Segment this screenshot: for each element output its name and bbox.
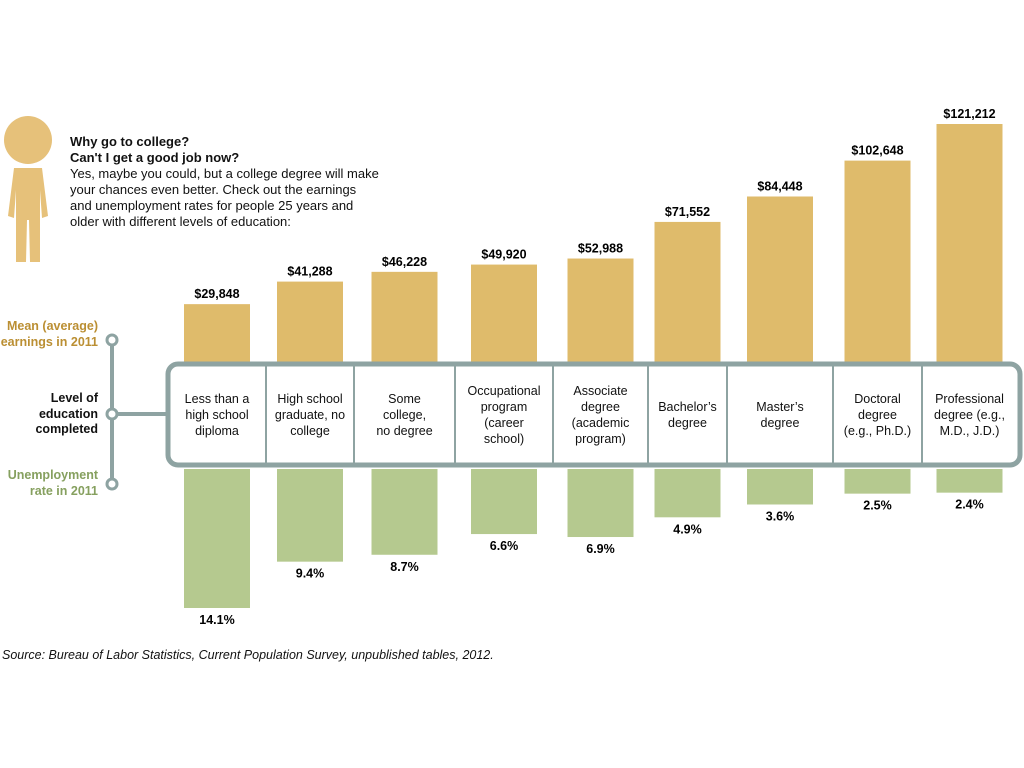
unemployment-bar [371,469,438,555]
unemployment-bar [936,469,1003,493]
earnings-bar [936,124,1003,363]
unemployment-bars [184,469,1003,608]
unemployment-value-label: 6.6% [490,539,519,553]
unemployment-value-label: 14.1% [199,613,234,627]
unemployment-bar [654,469,721,518]
category-label: Bachelor’s degree [658,400,717,430]
earnings-bar [371,271,438,363]
category-label: Master’s degree [756,400,803,430]
unemployment-value-label: 4.9% [673,522,702,536]
unemployment-row-label: Unemployment rate in 2011 [7,468,98,498]
category-label: Some college, no degree [376,392,432,438]
earnings-value-label: $121,212 [943,107,995,121]
unemployment-bar [844,469,911,494]
earnings-value-label: $41,288 [287,265,332,279]
intro-text: Why go to college? Can't I get a good jo… [70,134,380,230]
connector-dot [105,407,119,421]
intro-body: Yes, maybe you could, but a college degr… [70,166,379,229]
intro-question-1: Why go to college? [70,134,190,149]
unemployment-bar [471,469,537,535]
unemployment-value-label: 9.4% [296,567,325,581]
intro-question-2: Can't I get a good job now? [70,150,240,165]
earnings-bar [471,264,537,363]
education-level-row-label: Level of education completed [35,391,98,436]
earnings-value-label: $84,448 [757,179,802,193]
earnings-bar [277,281,343,363]
earnings-row-label: Mean (average) earnings in 2011 [0,319,98,349]
person-icon [4,116,52,262]
category-label: Less than a high school diploma [185,392,250,438]
unemployment-value-label: 8.7% [390,560,419,574]
earnings-bar [844,160,911,363]
earnings-value-label: $52,988 [578,242,623,256]
category-label: Professional degree (e.g., M.D., J.D.) [934,392,1005,438]
label-connector [105,333,168,491]
earnings-value-label: $102,648 [851,144,903,158]
unemployment-bar [184,469,250,608]
unemployment-value-label: 3.6% [766,509,795,523]
connector-dot [105,477,119,491]
category-label: Doctoral degree (e.g., Ph.D.) [844,392,911,438]
category-label: Occupational program (career school) [468,384,541,446]
earnings-bar [654,221,721,363]
unemployment-value-label: 6.9% [586,542,615,556]
earnings-value-label: $71,552 [665,205,710,219]
earnings-bars [184,124,1003,363]
category-labels: Less than a high school diploma High school… [185,384,1005,446]
unemployment-bar [277,469,343,562]
unemployment-bar [567,469,634,538]
earnings-value-label: $29,848 [194,287,239,301]
category-label: Associate degree (academic program) [572,384,630,446]
unemployment-value-label: 2.4% [955,498,984,512]
source-note: Source: Bureau of Labor Statistics, Curr… [2,648,494,662]
earnings-value-label: $46,228 [382,255,427,269]
earnings-bar [567,258,634,363]
unemployment-value-label: 2.5% [863,499,892,513]
earnings-value-label: $49,920 [481,248,526,262]
earnings-bar [747,196,813,363]
earnings-bar [184,304,250,363]
value-labels: $29,848 14.1% $41,288 9.4% $46,228 8.7% $49,92… [194,107,995,627]
unemployment-bar [747,469,813,505]
connector-dot [105,333,119,347]
category-label: High school graduate, no college [275,392,345,438]
